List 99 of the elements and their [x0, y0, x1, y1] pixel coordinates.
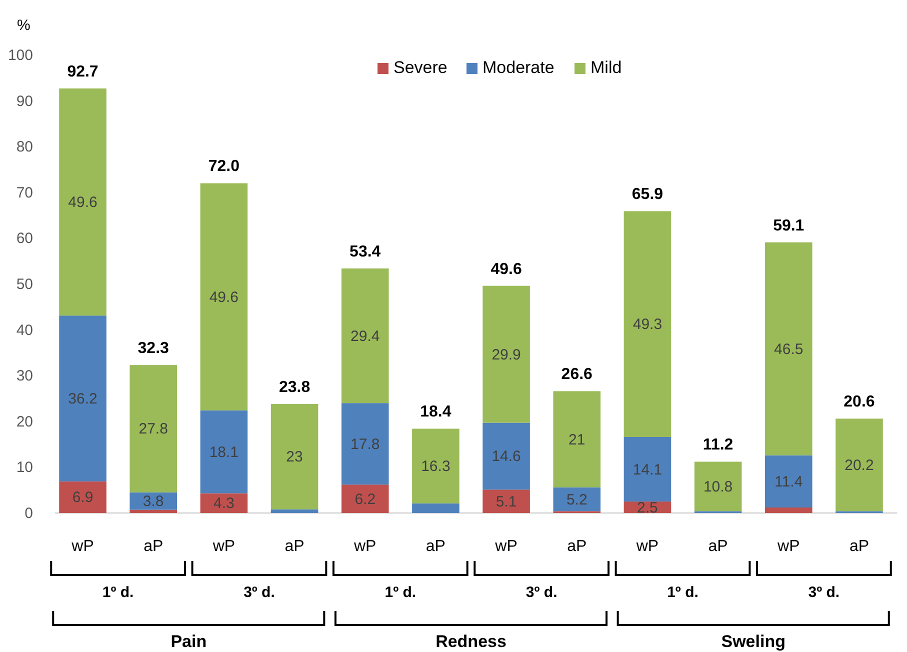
text: 1º d.	[384, 584, 416, 601]
data-label: 29.4	[350, 328, 380, 345]
bar	[270, 509, 318, 513]
data-label: 14.1	[632, 461, 662, 478]
y-tick-label: 10	[16, 459, 33, 476]
data-label: 49.3	[632, 316, 662, 334]
bar	[200, 410, 248, 494]
x-tick-label: aP	[708, 538, 728, 555]
data-label: 23	[286, 448, 303, 466]
data-label: 46.5	[774, 340, 804, 358]
y-tick-label: 20	[16, 413, 33, 430]
bar	[59, 481, 106, 513]
total-label: 53.4	[350, 243, 381, 260]
data-label: 6.2	[354, 490, 376, 508]
text: Redness	[436, 632, 506, 651]
text: Pain	[170, 632, 207, 651]
y-tick-label: 60	[16, 230, 33, 248]
x-tick-label: wP	[212, 538, 236, 555]
data-label: 18.1	[209, 444, 239, 461]
bar	[624, 436, 672, 502]
data-label: 5.2	[566, 491, 588, 508]
text: Sweling	[721, 632, 786, 651]
y-tick-label: 30	[16, 368, 33, 385]
y-tick-label: 0	[24, 505, 33, 522]
y-tick-label: 70	[16, 184, 33, 202]
total-label: 26.6	[561, 366, 593, 384]
text: 1º d.	[667, 584, 698, 601]
data-label: 27.8	[138, 420, 168, 438]
bar	[59, 88, 106, 316]
data-label: 17.8	[350, 436, 380, 453]
data-label: 49.6	[68, 194, 98, 212]
total-label: 23.8	[278, 378, 310, 396]
text: 1º d.	[102, 584, 134, 601]
total-label: 20.6	[844, 394, 875, 411]
data-label: 5.1	[496, 493, 517, 510]
x-tick-label: wP	[776, 538, 800, 555]
bar	[553, 487, 601, 512]
bar	[765, 455, 812, 508]
bar	[200, 183, 248, 410]
y-tick-label: 50	[16, 276, 33, 293]
total-label: 18.4	[420, 404, 452, 421]
data-label: 2.5	[637, 499, 658, 516]
bar	[59, 316, 106, 482]
total-label: 49.6	[490, 260, 522, 278]
data-label: 16.3	[421, 458, 450, 476]
data-label: 36.2	[68, 390, 98, 408]
bar	[130, 510, 177, 513]
data-label: 49.6	[209, 288, 239, 306]
x-tick-label: wP	[353, 538, 376, 555]
data-label: 4.3	[214, 495, 234, 512]
x-tick-label: wP	[635, 538, 659, 555]
x-tick-label: aP	[284, 538, 304, 555]
text: 3º d.	[808, 584, 840, 601]
y-tick-label: 90	[16, 92, 33, 110]
total-label: 59.1	[773, 217, 804, 234]
bar	[341, 484, 389, 513]
x-tick-label: wP	[70, 538, 94, 555]
data-label: 11.4	[774, 473, 803, 490]
bar	[482, 490, 530, 513]
data-label: 6.9	[72, 489, 94, 506]
bar	[482, 422, 530, 490]
data-label: 29.9	[492, 346, 521, 364]
data-label: 3.8	[142, 493, 164, 510]
bar	[694, 462, 742, 512]
total-label: 32.3	[138, 340, 170, 358]
bar	[412, 428, 460, 504]
x-tick-label: aP	[426, 538, 446, 555]
x-tick-label: wP	[494, 538, 518, 555]
data-label: 10.8	[703, 478, 733, 496]
y-tick-label: 80	[16, 138, 33, 156]
bar	[270, 404, 318, 510]
bar	[412, 503, 460, 513]
bar	[482, 286, 530, 423]
bar	[130, 365, 177, 492]
legend-label: Moderate	[482, 58, 554, 77]
y-axis-title: %	[17, 17, 30, 34]
legend-label: Mild	[590, 58, 622, 77]
y-tick-label: 40	[16, 322, 33, 339]
total-label: 11.2	[702, 436, 734, 454]
data-label: 21	[568, 431, 586, 448]
bar	[765, 508, 812, 513]
x-tick-label: aP	[144, 538, 164, 555]
y-tick-label: 100	[8, 47, 33, 64]
bar	[836, 418, 883, 512]
total-label: 92.7	[67, 63, 98, 80]
bar	[553, 391, 601, 488]
bar	[341, 268, 389, 404]
bar	[624, 211, 672, 437]
data-label: 20.2	[844, 456, 874, 474]
total-label: 65.9	[632, 186, 664, 204]
x-tick-label: aP	[567, 538, 587, 555]
text: 3º d.	[244, 584, 275, 601]
legend-label: Severe	[394, 58, 448, 77]
total-label: 72.0	[208, 158, 240, 176]
x-tick-label: aP	[849, 538, 870, 555]
text: 3º d.	[526, 584, 558, 601]
bar	[765, 242, 812, 456]
data-label: 14.6	[492, 448, 521, 466]
bar	[341, 403, 389, 485]
